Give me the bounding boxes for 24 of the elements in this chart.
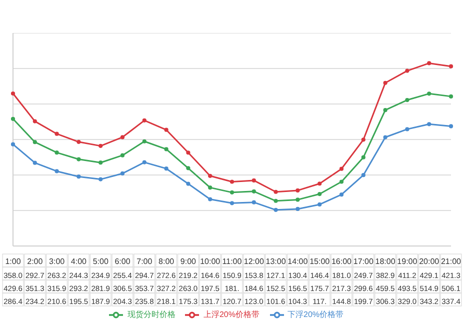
legend-label: 下浮20%价格带 [288,310,344,320]
x-tick-label: 13:00 [266,257,286,266]
x-tick-label: 17:00 [353,257,374,266]
x-tick-label: 10:00 [200,257,221,266]
x-tick-label: 2:00 [27,257,44,266]
x-tick-label: 5:00 [92,257,109,266]
x-tick-label: 3:00 [49,257,66,266]
x-tick-label: 21:00 [440,257,462,266]
x-tick-label: 9:00 [180,257,197,266]
x-tick-label: 19:00 [397,257,418,266]
x-tick-label: 20:00 [419,257,440,266]
legend-label: 现货分时价格 [127,310,176,320]
legend-label: 上浮20%价格带 [203,310,260,320]
x-tick-label: 11:00 [222,257,242,266]
x-tick-label: 12:00 [244,257,264,266]
x-tick-label: 1:00 [5,257,22,266]
x-tick-label: 14:00 [288,257,308,266]
x-tick-label: 15:00 [310,257,330,266]
x-tick-label: 6:00 [114,257,131,266]
x-tick-label: 4:00 [70,257,88,266]
x-tick-label: 16:00 [331,257,352,266]
x-tick-label: 8:00 [158,257,175,266]
x-tick-label: 18:00 [375,257,396,266]
x-tick-label: 7:00 [136,257,153,266]
